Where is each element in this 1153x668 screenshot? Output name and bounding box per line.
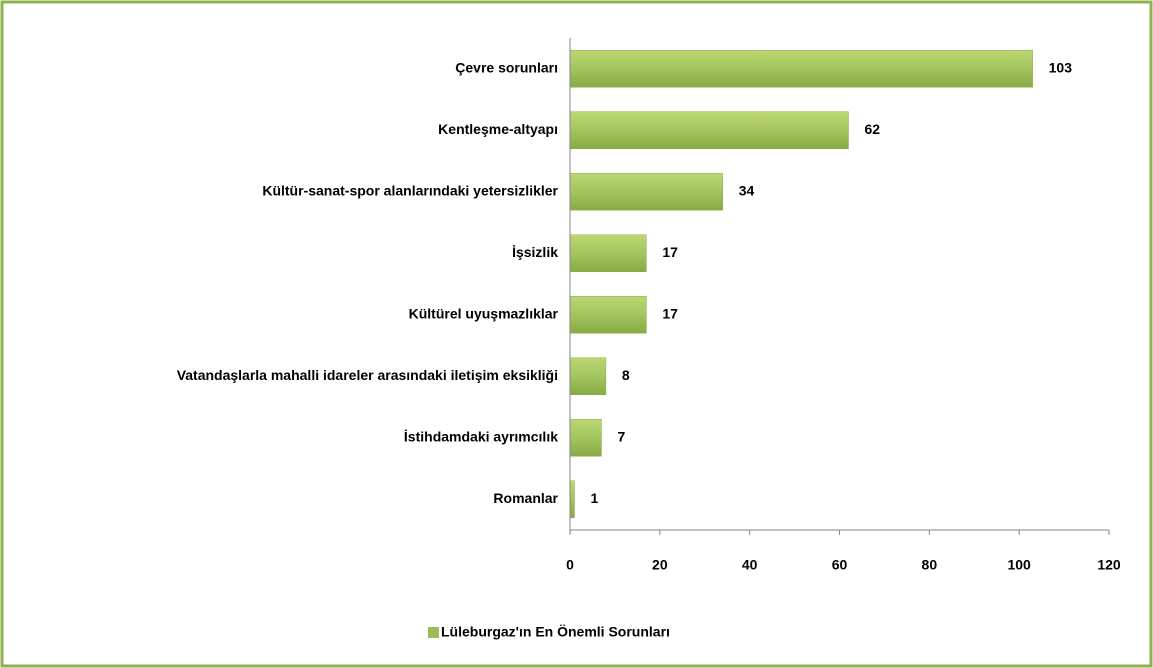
data-label: 1 <box>590 490 598 506</box>
bar <box>569 296 647 334</box>
bar <box>569 357 607 395</box>
x-tick-label: 120 <box>1097 557 1121 573</box>
bar <box>569 480 575 518</box>
y-tick-label: Kültürel uyuşmazlıklar <box>409 305 559 321</box>
bar <box>569 50 1033 88</box>
y-tick-label: Kültür-sanat-spor alanlarındaki yetersiz… <box>262 182 558 198</box>
y-tick-label: Romanlar <box>493 490 558 506</box>
data-label: 62 <box>864 121 880 137</box>
bar <box>569 111 849 149</box>
legend-label: Lüleburgaz'ın En Önemli Sorunları <box>441 624 670 640</box>
x-tick-label: 80 <box>922 557 938 573</box>
x-tick-label: 0 <box>566 557 574 573</box>
y-tick-label: Kentleşme-altyapı <box>438 121 558 137</box>
x-tick-label: 20 <box>652 557 668 573</box>
legend-swatch <box>428 627 439 638</box>
bar <box>569 173 723 211</box>
data-label: 103 <box>1049 59 1073 75</box>
x-tick-label: 40 <box>742 557 758 573</box>
bar <box>569 234 647 272</box>
bar <box>569 419 602 457</box>
x-tick-label: 100 <box>1007 557 1031 573</box>
data-label: 34 <box>739 182 755 198</box>
data-label: 8 <box>622 367 630 383</box>
y-tick-label: Çevre sorunları <box>455 59 558 75</box>
y-tick-label: İşsizlik <box>512 244 558 260</box>
data-label: 17 <box>662 305 678 321</box>
data-label: 7 <box>617 428 625 444</box>
x-tick-label: 60 <box>832 557 848 573</box>
data-label: 17 <box>662 244 678 260</box>
y-tick-label: İstihdamdaki ayrımcılık <box>404 428 558 444</box>
y-tick-label: Vatandaşlarla mahalli idareler arasındak… <box>177 367 558 383</box>
